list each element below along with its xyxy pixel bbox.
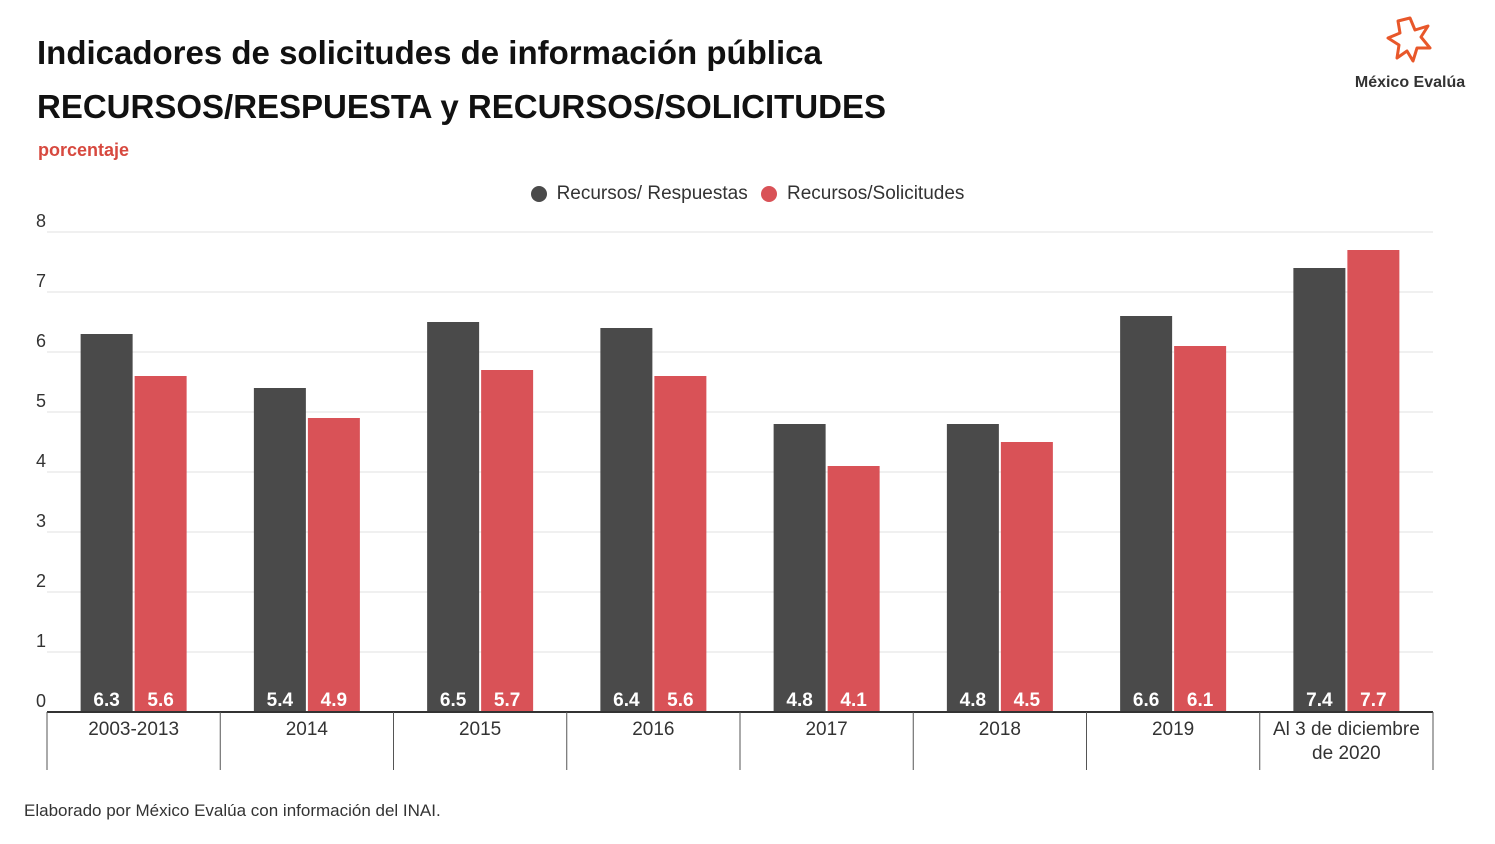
bar — [827, 466, 880, 712]
star-burst-icon — [1386, 16, 1432, 63]
chart-subtitle: porcentaje — [38, 140, 130, 160]
data-label: 4.8 — [786, 690, 812, 711]
x-tick-label: 2016 — [632, 719, 674, 740]
bar — [654, 376, 707, 712]
bar — [80, 334, 133, 712]
y-tick-label: 6 — [36, 331, 46, 351]
legend-item-series2: Recursos/Solicitudes — [761, 183, 964, 205]
data-label: 4.8 — [960, 690, 986, 711]
mexico-evalua-logo: México Evalúa — [1340, 12, 1480, 102]
bar — [1293, 268, 1346, 712]
data-label: 4.5 — [1014, 690, 1041, 711]
x-tick-label: 2014 — [286, 719, 329, 740]
bar — [1000, 442, 1053, 712]
logo-text: México Evalúa — [1354, 74, 1466, 91]
data-label: 4.9 — [321, 690, 347, 711]
source-note: Elaborado por México Evalúa con informac… — [24, 801, 441, 820]
data-label: 5.4 — [267, 690, 294, 711]
chart-legend: Recursos/ Respuestas Recursos/Solicitude… — [0, 183, 1495, 208]
y-tick-label: 8 — [36, 211, 46, 231]
bar — [1347, 250, 1400, 712]
data-label: 6.5 — [440, 690, 467, 711]
x-tick-label: 2003-2013 — [88, 719, 179, 740]
data-label: 7.7 — [1360, 690, 1386, 711]
data-label: 6.1 — [1187, 690, 1214, 711]
data-label: 6.4 — [613, 690, 640, 711]
y-tick-label: 1 — [36, 631, 46, 651]
data-label: 5.6 — [667, 690, 693, 711]
legend-item-series1: Recursos/ Respuestas — [530, 183, 748, 205]
bar — [946, 424, 999, 712]
x-tick-label: 2015 — [459, 719, 501, 740]
bar — [1120, 316, 1173, 712]
legend-label-series2: Recursos/Solicitudes — [787, 183, 965, 204]
x-tick-label: 2019 — [1152, 719, 1194, 740]
data-label: 5.6 — [147, 690, 173, 711]
bar — [600, 328, 653, 712]
x-tick-label: 2018 — [979, 719, 1021, 740]
y-tick-label: 7 — [36, 271, 46, 291]
legend-dot-series1 — [530, 186, 547, 202]
data-label: 5.7 — [494, 690, 520, 711]
y-tick-label: 2 — [36, 571, 46, 591]
x-tick-label: 2017 — [805, 719, 847, 740]
y-tick-label: 5 — [36, 391, 46, 411]
data-label: 6.6 — [1133, 690, 1159, 711]
bar — [427, 322, 480, 712]
x-tick-label: de 2020 — [1312, 743, 1381, 764]
bar — [253, 388, 306, 712]
chart-title-line2: RECURSOS/RESPUESTA y RECURSOS/SOLICITUDE… — [37, 88, 886, 125]
y-tick-label: 3 — [36, 511, 46, 531]
x-tick-label: Al 3 de diciembre — [1273, 719, 1420, 740]
bar — [481, 370, 534, 712]
data-label: 4.1 — [840, 690, 867, 711]
legend-label-series1: Recursos/ Respuestas — [556, 183, 748, 204]
bar — [773, 424, 826, 712]
bar — [1174, 346, 1227, 712]
bar — [307, 418, 360, 712]
legend-dot-series2 — [761, 186, 777, 202]
bar — [134, 376, 187, 712]
y-tick-label: 0 — [36, 691, 46, 711]
data-label: 7.4 — [1306, 690, 1333, 711]
y-tick-label: 4 — [36, 451, 46, 471]
chart-title: Indicadores de solicitudes de informació… — [37, 34, 822, 71]
data-label: 6.3 — [93, 690, 119, 711]
